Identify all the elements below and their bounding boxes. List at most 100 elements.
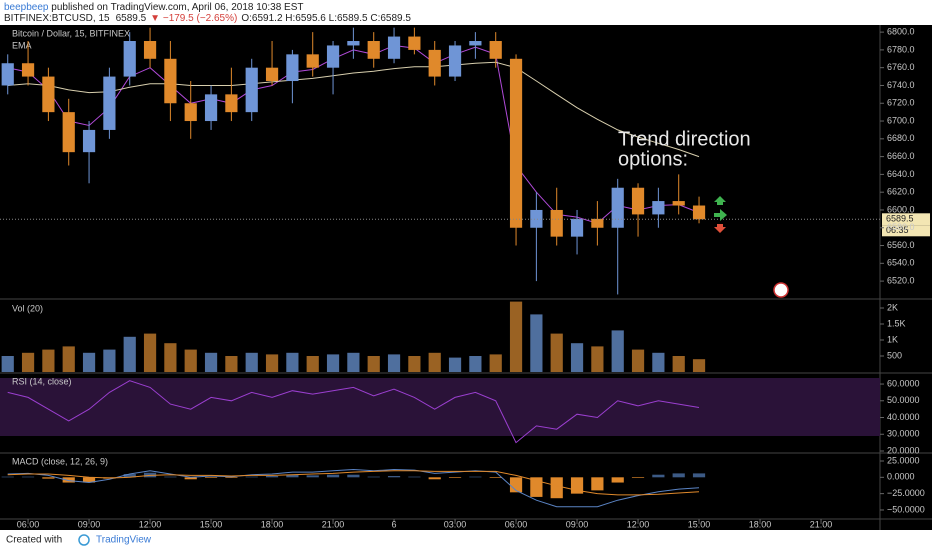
- macd-histogram-bar: [21, 476, 35, 478]
- macd-histogram-bar: [204, 477, 218, 478]
- volume-bar: [103, 349, 116, 372]
- x-tick-label: 21:00: [810, 519, 833, 529]
- x-tick-label: 03:00: [444, 519, 467, 529]
- footer-created: Created with: [6, 535, 62, 546]
- volume-bar: [42, 349, 55, 372]
- x-tick-label: 06:00: [505, 519, 528, 529]
- macd-histogram-bar: [82, 477, 96, 483]
- candle-body: [631, 187, 645, 215]
- candle-body: [489, 41, 502, 59]
- candle-body: [428, 49, 441, 77]
- candle-body: [692, 205, 706, 220]
- x-tick-label: 15:00: [200, 519, 223, 529]
- volume-bar: [652, 352, 665, 372]
- volume-bar: [428, 352, 441, 372]
- candle-body: [123, 41, 136, 77]
- header-bg: [0, 0, 932, 25]
- macd-histogram-bar: [469, 476, 482, 478]
- last-price-box: [882, 213, 930, 226]
- volume-bar: [672, 356, 685, 372]
- macd-histogram-bar: [591, 477, 604, 491]
- y-tick-label: 6540.0: [887, 258, 915, 268]
- last-price-label: 6589.5: [886, 214, 914, 224]
- x-tick-label: 6: [392, 519, 397, 529]
- symbol: BITFINEX:BTCUSD, 15: [4, 13, 110, 24]
- x-tick-label: 12:00: [627, 519, 650, 529]
- y-tick-label: −25.0000: [887, 488, 925, 498]
- volume-bar: [1, 356, 14, 372]
- author[interactable]: beepbeep: [4, 2, 49, 13]
- macd-histogram-bar: [408, 476, 421, 478]
- macd-histogram-bar: [184, 477, 197, 480]
- y-tick-label: 50.0000: [887, 395, 920, 405]
- macd-histogram-bar: [489, 477, 502, 478]
- countdown-label: 06:35: [886, 225, 909, 235]
- volume-bar: [184, 349, 197, 372]
- indicator-line: [7, 468, 700, 508]
- indicator-line: [7, 470, 700, 496]
- y-tick-label: 40.0000: [887, 412, 920, 422]
- candle-body: [408, 36, 421, 50]
- volume-bar: [448, 357, 462, 372]
- candle-body: [164, 58, 177, 104]
- macd-histogram-bar: [347, 474, 360, 478]
- macd-histogram-bar: [265, 476, 279, 478]
- x-tick-label: 15:00: [688, 519, 711, 529]
- macd-histogram-bar: [509, 477, 523, 493]
- macd-histogram-bar: [550, 477, 563, 499]
- annotation: Trend direction: [618, 128, 751, 150]
- x-tick-label: 06:00: [17, 519, 40, 529]
- y-tick-label: 20.0000: [887, 445, 920, 455]
- y-tick-label: 1K: [887, 334, 898, 344]
- event-marker: [773, 282, 789, 298]
- x-tick-label: 12:00: [139, 519, 162, 529]
- volume-bar: [611, 330, 624, 372]
- y-tick-label: 0.0000: [887, 472, 915, 482]
- pane-title: RSI (14, close): [12, 376, 72, 386]
- candle-body: [265, 67, 279, 82]
- candle-body: [245, 67, 258, 113]
- volume-bar: [408, 356, 421, 372]
- candle-body: [42, 76, 55, 113]
- candle-body: [367, 41, 380, 59]
- arrow-right: [714, 209, 727, 221]
- chart-bg: [0, 25, 932, 530]
- macd-histogram-bar: [367, 476, 380, 478]
- macd-histogram-bar: [631, 477, 645, 478]
- macd-histogram-bar: [286, 474, 299, 478]
- macd-histogram-bar: [428, 477, 441, 480]
- y-tick-label: 60.0000: [887, 378, 920, 388]
- candle-body: [326, 45, 340, 68]
- macd-histogram-bar: [123, 474, 136, 478]
- candle-body: [225, 94, 238, 113]
- macd-histogram-bar: [530, 477, 543, 497]
- volume-bar: [245, 352, 258, 372]
- candle-body: [611, 187, 624, 228]
- volume-bar: [631, 349, 645, 372]
- x-tick-label: 09:00: [78, 519, 101, 529]
- candle-body: [184, 103, 197, 122]
- volume-bar: [306, 356, 319, 372]
- volume-bar: [164, 343, 177, 372]
- y-tick-label: 30.0000: [887, 429, 920, 439]
- candle-body: [1, 63, 14, 86]
- candle-body: [672, 201, 685, 206]
- y-tick-label: 6780.0: [887, 44, 915, 54]
- y-tick-label: 6640.0: [887, 169, 915, 179]
- macd-histogram-bar: [245, 476, 258, 478]
- change: ▼ −179.5 (−2.65%): [150, 13, 237, 24]
- y-tick-label: 500: [887, 350, 902, 360]
- candle-body: [62, 112, 75, 153]
- macd-histogram-bar: [164, 476, 177, 478]
- footer-bg: [0, 530, 932, 550]
- volume-bar: [225, 356, 238, 372]
- y-tick-label: 6660.0: [887, 151, 915, 161]
- candle-body: [82, 129, 96, 153]
- footer-brand[interactable]: TradingView: [96, 535, 152, 546]
- candle-body: [286, 54, 299, 82]
- published: published on TradingView.com, April 06, …: [49, 2, 304, 13]
- candle-body: [550, 209, 563, 237]
- macd-histogram-bar: [652, 474, 665, 478]
- macd-histogram-bar: [611, 477, 624, 483]
